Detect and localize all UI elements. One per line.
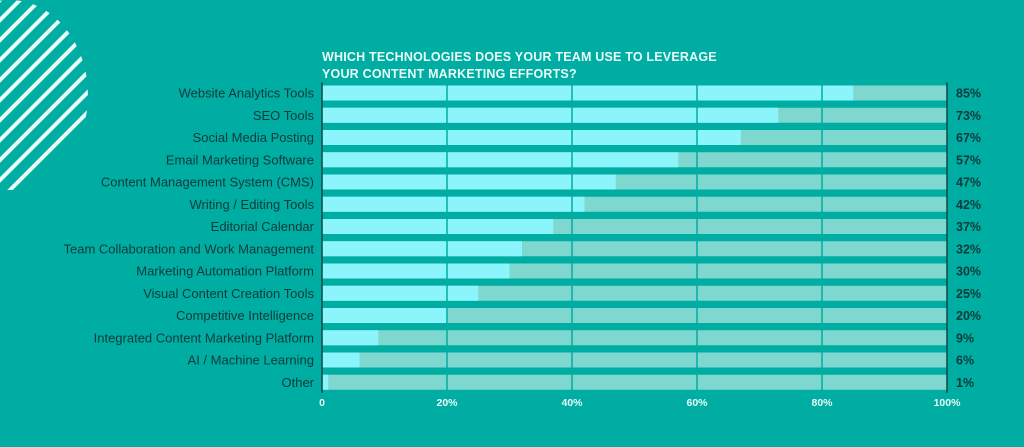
- chart-title-line-1: WHICH TECHNOLOGIES DOES YOUR TEAM USE TO…: [322, 50, 717, 64]
- value-label: 20%: [956, 309, 981, 323]
- value-label: 47%: [956, 176, 981, 190]
- value-label: 6%: [956, 354, 974, 368]
- category-label: Competitive Intelligence: [176, 308, 314, 323]
- value-label: 42%: [956, 198, 981, 212]
- bar: [322, 219, 554, 234]
- x-tick-label: 0: [319, 397, 325, 409]
- bar-track: [322, 374, 947, 390]
- value-label: 25%: [956, 287, 981, 301]
- category-label: Visual Content Creation Tools: [143, 286, 314, 301]
- value-label: 9%: [956, 331, 974, 345]
- bar-track: [322, 330, 947, 346]
- value-label: 32%: [956, 242, 981, 256]
- bar: [322, 285, 479, 301]
- bar: [322, 263, 510, 279]
- bar: [322, 130, 741, 145]
- bar: [322, 174, 616, 190]
- bar: [322, 374, 329, 390]
- value-label: 57%: [956, 153, 981, 167]
- value-label: 67%: [956, 131, 981, 145]
- bar: [322, 152, 679, 168]
- category-label: Editorial Calendar: [211, 219, 315, 234]
- bar: [322, 352, 360, 368]
- bar: [322, 308, 447, 323]
- bar: [322, 196, 585, 212]
- value-label: 73%: [956, 109, 981, 123]
- category-label: Other: [281, 375, 314, 390]
- bar: [322, 85, 854, 101]
- x-tick-label: 20%: [436, 397, 458, 409]
- x-tick-label: 80%: [811, 397, 833, 409]
- bar-track: [322, 308, 947, 323]
- chart-title-line-2: YOUR CONTENT MARKETING EFFORTS?: [322, 67, 577, 81]
- value-label: 30%: [956, 265, 981, 279]
- x-tick-label: 60%: [686, 397, 708, 409]
- bar-track: [322, 352, 947, 368]
- category-label: AI / Machine Learning: [188, 353, 314, 368]
- decorative-stripes: [0, 0, 88, 190]
- category-label: Team Collaboration and Work Management: [63, 241, 314, 256]
- bar: [322, 330, 379, 346]
- bar: [322, 241, 522, 257]
- category-label: Email Marketing Software: [166, 152, 314, 167]
- bar: [322, 107, 779, 123]
- x-tick-label: 100%: [934, 397, 962, 409]
- category-label: Integrated Content Marketing Platform: [94, 330, 314, 345]
- category-label: Writing / Editing Tools: [189, 197, 314, 212]
- x-tick-label: 40%: [561, 397, 583, 409]
- category-label: Social Media Posting: [193, 130, 314, 145]
- category-label: Website Analytics Tools: [179, 86, 315, 101]
- value-label: 37%: [956, 220, 981, 234]
- category-label: SEO Tools: [253, 108, 315, 123]
- category-label: Marketing Automation Platform: [136, 264, 314, 279]
- chart-title: WHICH TECHNOLOGIES DOES YOUR TEAM USE TO…: [322, 49, 717, 83]
- value-label: 85%: [956, 87, 981, 101]
- category-label: Content Management System (CMS): [101, 175, 314, 190]
- value-label: 1%: [956, 376, 974, 390]
